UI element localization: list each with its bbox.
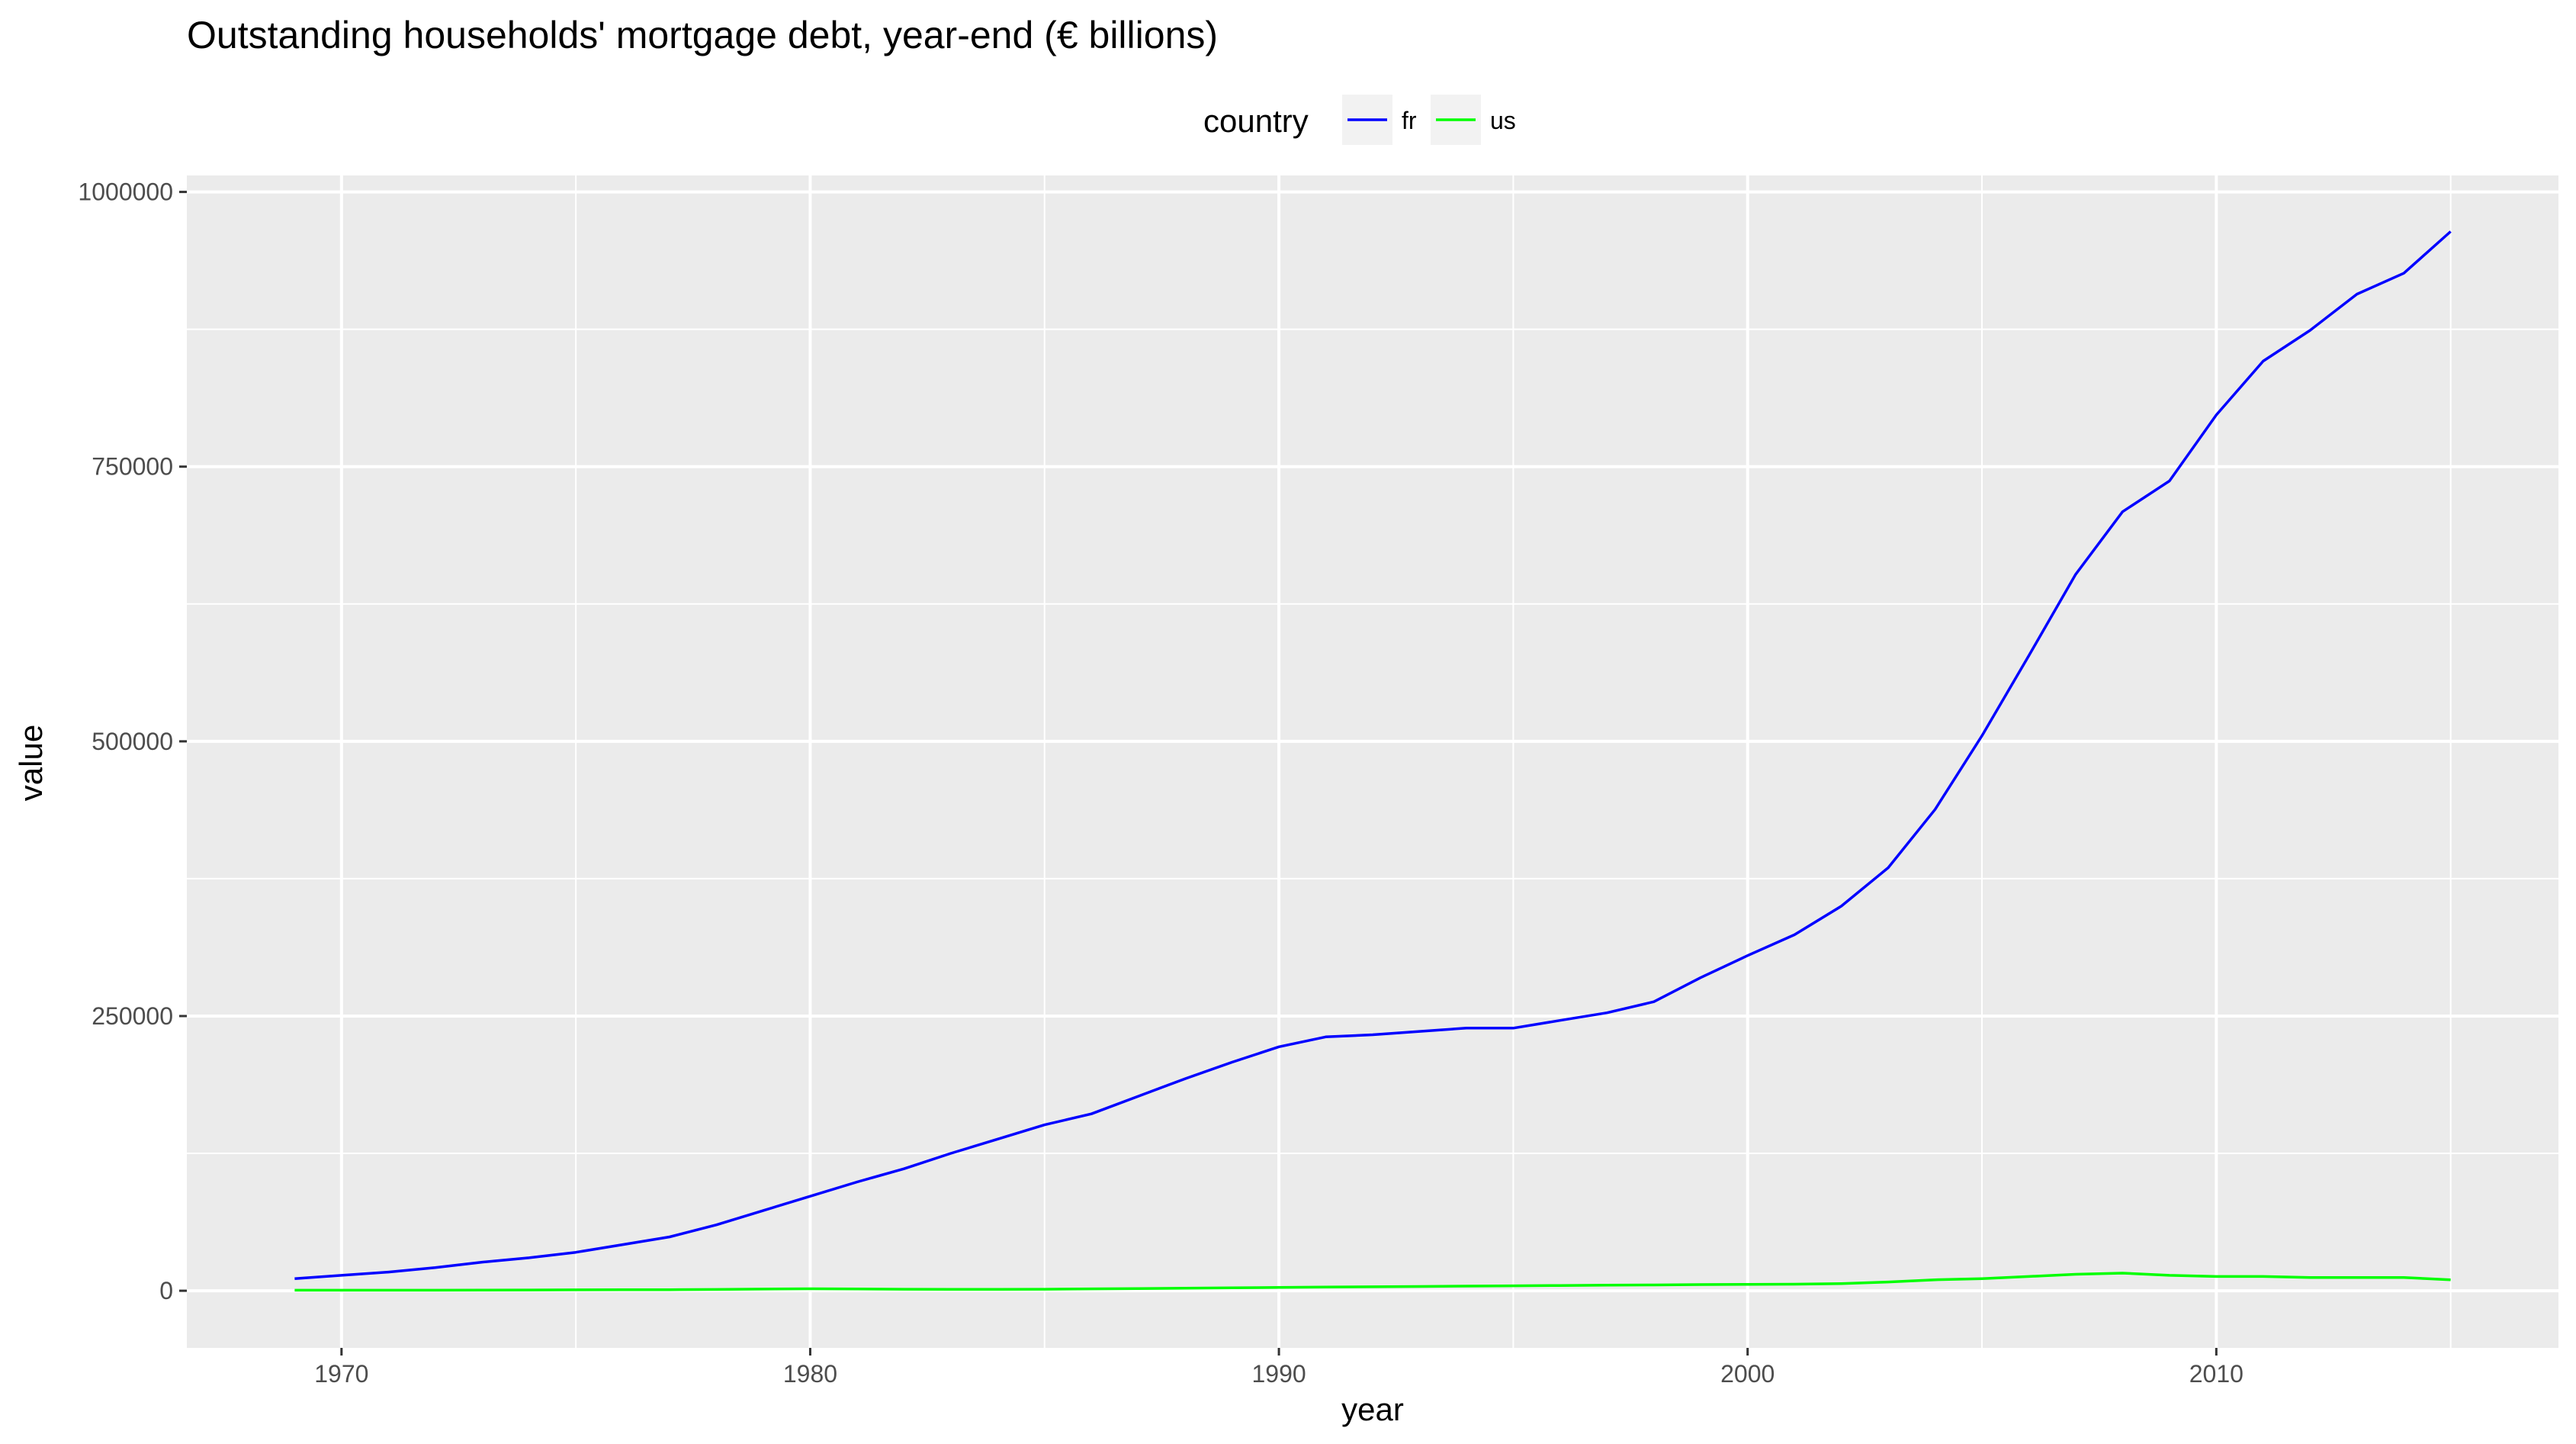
y-axis: 0 250000 500000 750000 1000000	[78, 178, 187, 1304]
x-tick-label: 2010	[2189, 1360, 2244, 1388]
x-tick-label: 1980	[783, 1360, 837, 1388]
x-tick-label: 1990	[1251, 1360, 1306, 1388]
x-tick-label: 1970	[314, 1360, 368, 1388]
series-lines	[294, 230, 2452, 1292]
x-tick-label: 2000	[1720, 1360, 1775, 1388]
series-line-fr	[294, 230, 2452, 1280]
y-axis-title: value	[13, 725, 49, 801]
y-tick-label: 750000	[92, 453, 173, 481]
x-axis: 1970 1980 1990 2000 2010	[314, 1348, 2244, 1388]
y-tick-label: 250000	[92, 1002, 173, 1030]
legend-label-fr: fr	[1402, 107, 1417, 134]
series-line-us	[294, 1272, 2451, 1292]
y-tick-label: 1000000	[78, 178, 173, 206]
x-axis-title: year	[1341, 1391, 1404, 1427]
legend-label-us: us	[1490, 107, 1516, 134]
plot-panel	[187, 175, 2558, 1348]
grid-major	[187, 175, 2558, 1348]
chart-title: Outstanding households' mortgage debt, y…	[187, 14, 1218, 56]
legend-title: country	[1203, 103, 1309, 139]
y-tick-label: 500000	[92, 728, 173, 755]
y-tick-label: 0	[159, 1277, 173, 1304]
legend: country fr us	[1203, 95, 1516, 145]
grid-minor	[187, 175, 2558, 1348]
